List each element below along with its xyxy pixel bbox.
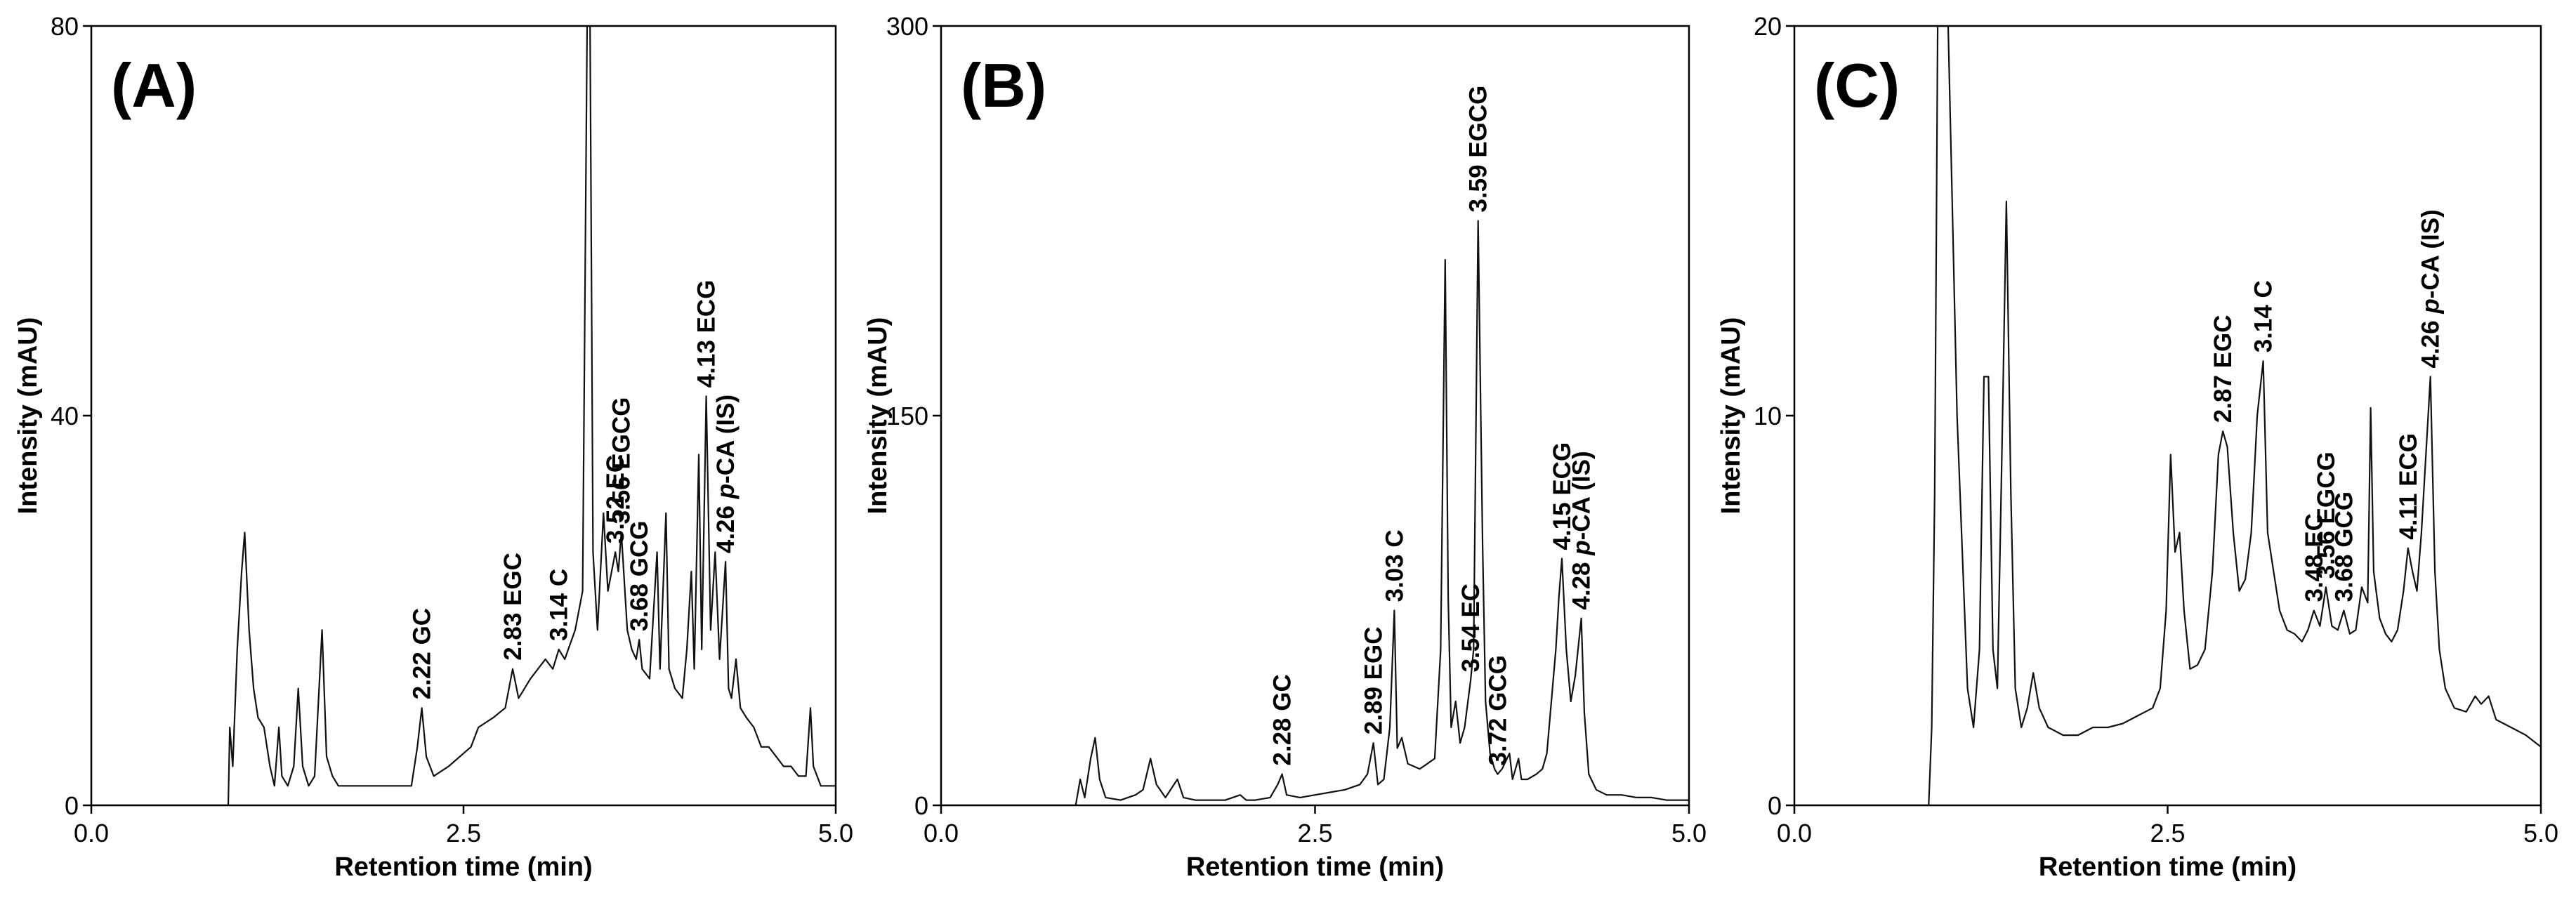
y-axis-title: Intensity (mAU) bbox=[1716, 317, 1746, 515]
y-tick-label: 150 bbox=[886, 402, 928, 430]
y-tick-label: 0 bbox=[65, 791, 79, 820]
peak-label: 4.26 p-CA (IS) bbox=[2417, 209, 2445, 368]
peak-label: 3.03 C bbox=[1381, 529, 1408, 602]
x-tick-label: 5.0 bbox=[818, 819, 853, 847]
y-tick-label: 40 bbox=[51, 402, 79, 430]
chart-panel-3: 0.0 2.5 5.0 0 10 20 Retention time (min) Intens… bbox=[1716, 12, 2558, 882]
y-tick-label: 0 bbox=[1768, 791, 1782, 820]
chromatogram-trace bbox=[1794, 26, 2541, 805]
x-tick-label: 0.0 bbox=[1777, 819, 1812, 847]
panel-label: (A) bbox=[111, 51, 197, 120]
peak-label: 4.11 ECG bbox=[2395, 433, 2422, 540]
peak-label: 3.48 EC bbox=[2301, 513, 2328, 602]
x-tick-label: 2.5 bbox=[446, 819, 481, 847]
peak-label: 3.56 EGCG bbox=[2313, 451, 2340, 579]
x-axis-title: Retention time (min) bbox=[1186, 852, 1444, 882]
x-tick-label: 2.5 bbox=[1297, 819, 1332, 847]
peak-label: 2.28 GC bbox=[1269, 674, 1296, 765]
peak-label: 2.89 EGC bbox=[1360, 626, 1388, 734]
peak-label: 3.56 EGCG bbox=[608, 397, 636, 524]
y-tick-label: 80 bbox=[51, 12, 79, 41]
x-axis-title: Retention time (min) bbox=[334, 852, 592, 882]
peak-label: 4.28 p-CA (IS) bbox=[1568, 451, 1596, 609]
chromatogram-trace bbox=[941, 220, 1689, 805]
y-axis-title: Intensity (mAU) bbox=[863, 317, 893, 515]
peak-label: 2.22 GC bbox=[409, 608, 436, 699]
panel-label: (C) bbox=[1814, 51, 1900, 120]
x-tick-label: 0.0 bbox=[924, 819, 959, 847]
y-tick-label: 20 bbox=[1754, 12, 1782, 41]
peak-label: 3.14 C bbox=[2250, 280, 2278, 352]
peak-label: 3.54 EC bbox=[1457, 583, 1485, 672]
y-axis-title: Intensity (mAU) bbox=[13, 317, 43, 515]
chromatogram-trace bbox=[91, 26, 836, 805]
peak-label: 3.52 EC bbox=[602, 455, 629, 543]
plot-frame bbox=[940, 25, 1690, 807]
x-tick-label: 5.0 bbox=[2523, 819, 2558, 847]
peak-label: 3.68 GCG bbox=[626, 521, 653, 632]
x-axis-title: Retention time (min) bbox=[2039, 852, 2296, 882]
chart-panel-1: 0.0 2.5 5.0 0 40 80 Retention time (min) Intens… bbox=[13, 12, 853, 882]
y-tick-label: 0 bbox=[914, 791, 928, 820]
peak-label: 4.26 p-CA (IS) bbox=[712, 395, 740, 553]
peak-label: 4.13 ECG bbox=[693, 280, 721, 388]
y-tick-label: 10 bbox=[1754, 402, 1782, 430]
peak-label: 3.68 GCG bbox=[2330, 491, 2358, 602]
peak-label: 3.59 EGCG bbox=[1465, 86, 1492, 213]
x-tick-label: 0.0 bbox=[74, 819, 109, 847]
peak-label: 3.14 C bbox=[546, 569, 573, 641]
peak-label: 3.72 GCG bbox=[1484, 655, 1511, 766]
chart-panel-2: 0.0 2.5 5.0 0 150 300 Retention time (min) Inte… bbox=[863, 12, 1707, 882]
panel-label: (B) bbox=[961, 51, 1046, 120]
x-tick-label: 5.0 bbox=[1671, 819, 1707, 847]
peak-label: 2.87 EGC bbox=[2209, 315, 2237, 423]
peak-label: 4.15 ECG bbox=[1549, 442, 1576, 550]
peak-label: 2.83 EGC bbox=[499, 553, 527, 661]
y-tick-label: 300 bbox=[886, 12, 928, 41]
x-tick-label: 2.5 bbox=[2150, 819, 2185, 847]
